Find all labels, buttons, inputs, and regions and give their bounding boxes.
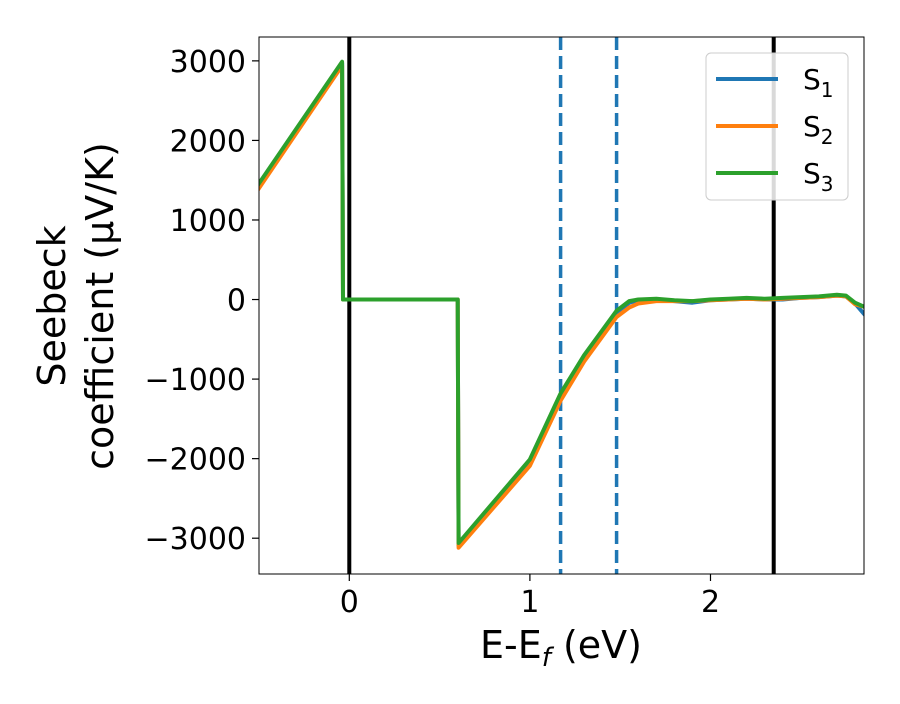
y-tick-label: 2000 bbox=[170, 124, 246, 159]
legend: S1 S2 S3 bbox=[705, 52, 849, 201]
axes-frame bbox=[258, 36, 865, 575]
series-line-s3 bbox=[259, 59, 864, 545]
x-axis-label-pre: E-E bbox=[480, 623, 542, 667]
y-tick-label: 3000 bbox=[170, 45, 246, 80]
legend-label-s2: S2 bbox=[803, 110, 834, 149]
y-axis-ticks: −3000 −2000 −1000 0 1000 2000 3000 bbox=[145, 45, 259, 557]
y-axis-label-line1: Seebeck bbox=[30, 225, 74, 386]
series-lines bbox=[259, 59, 864, 550]
x-tick-label: 2 bbox=[701, 585, 720, 620]
axes-border bbox=[258, 36, 865, 575]
legend-label-s1: S1 bbox=[803, 63, 834, 102]
x-tick-label: 0 bbox=[340, 585, 359, 620]
legend-label-s3: S3 bbox=[803, 157, 834, 196]
y-tick-label: 1000 bbox=[170, 204, 246, 239]
y-tick-label: −1000 bbox=[145, 363, 246, 398]
y-axis-label-line2: coefficient (μV/K) bbox=[78, 142, 122, 470]
x-axis-label: E-Ef (eV) bbox=[480, 623, 642, 673]
y-tick-label: −2000 bbox=[145, 443, 246, 478]
x-axis-label-post: (eV) bbox=[551, 623, 642, 667]
x-axis-ticks: 0 1 2 bbox=[340, 574, 720, 620]
y-tick-label: −3000 bbox=[145, 522, 246, 557]
x-tick-label: 1 bbox=[520, 585, 539, 620]
y-tick-label: 0 bbox=[227, 284, 246, 319]
